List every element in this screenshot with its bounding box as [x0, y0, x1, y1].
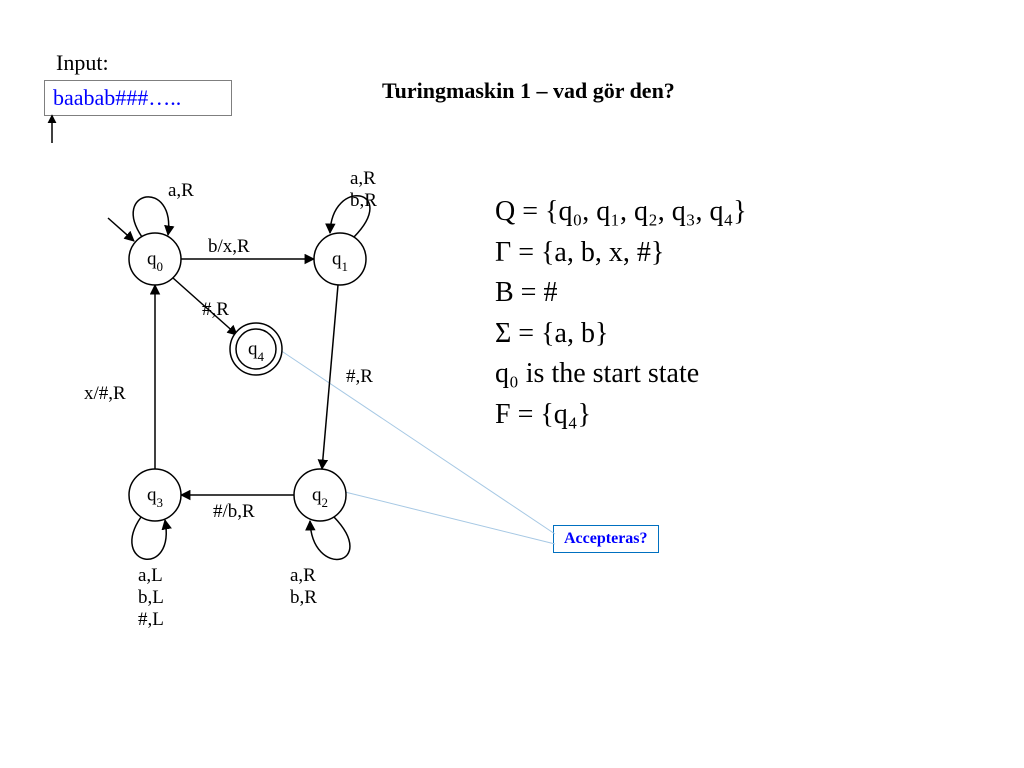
- label-q0-q1: b/x,R: [208, 236, 250, 258]
- state-q3: q3: [129, 469, 181, 521]
- state-q1: q1: [314, 233, 366, 285]
- loop-q3: [132, 517, 166, 559]
- state-q4-accepting: q4: [230, 323, 282, 375]
- state-q2: q2: [294, 469, 346, 521]
- label-q1-q2: #,R: [346, 366, 373, 388]
- label-q2-q3: #/b,R: [213, 501, 255, 523]
- turing-state-diagram: q0 q1 q2 q3 q4: [0, 0, 1024, 768]
- loop-q0: [133, 197, 168, 237]
- label-loop-q3: a,L b,L #,L: [138, 565, 164, 631]
- callout-line-2: [345, 492, 555, 544]
- edge-q1-q2: [322, 285, 338, 469]
- label-loop-q2: a,R b,R: [290, 565, 317, 609]
- label-q3-q0: x/#,R: [84, 383, 126, 405]
- label-loop-q0: a,R: [168, 180, 194, 202]
- label-q0-q4: #,R: [202, 299, 229, 321]
- label-loop-q1: a,R b,R: [350, 168, 377, 212]
- state-q0: q0: [129, 233, 181, 285]
- loop-q2: [310, 517, 350, 559]
- start-arrow: [108, 218, 134, 241]
